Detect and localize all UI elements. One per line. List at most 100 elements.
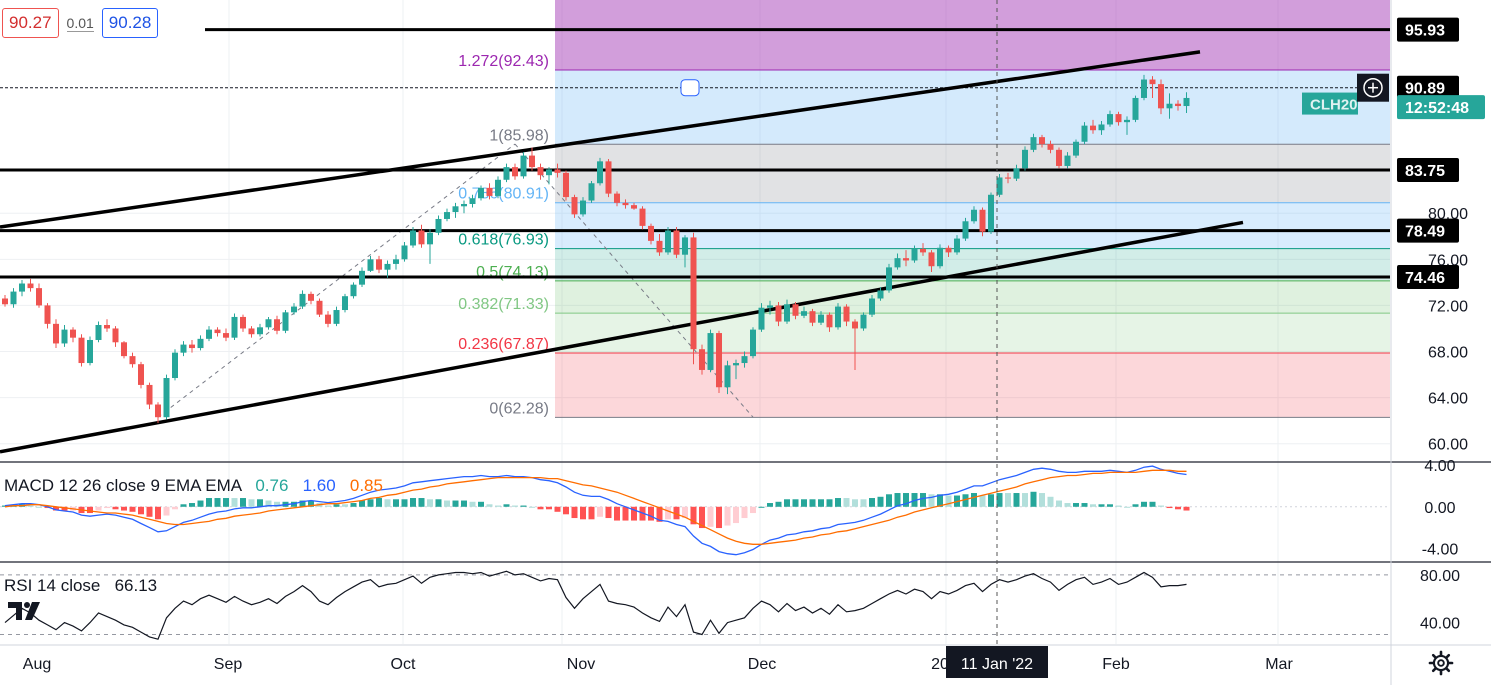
candle-body: [852, 321, 858, 329]
candle-body: [520, 155, 527, 177]
candle-body: [1115, 114, 1122, 123]
candle-body: [758, 307, 765, 330]
candle-body: [240, 316, 246, 329]
macd-histogram-bar: [580, 506, 586, 520]
macd-histogram-bar: [869, 498, 875, 507]
candle-body: [962, 221, 969, 239]
candle-body: [393, 259, 399, 264]
trend-channel[interactable]: [0, 50, 1244, 454]
macd-histogram-bar: [418, 498, 425, 507]
candle-body: [325, 314, 331, 324]
candle-body: [860, 314, 867, 329]
candle-body: [495, 179, 501, 196]
candle-body: [1149, 79, 1156, 85]
macd-histogram-bar: [945, 495, 952, 507]
crosshair-date-badge: [946, 646, 1048, 678]
plus-circle-icon[interactable]: [1363, 77, 1383, 98]
macd-histogram-bar: [376, 498, 382, 507]
candle-body: [1005, 177, 1011, 179]
macd-histogram-bar: [843, 498, 850, 507]
candle-body: [435, 218, 442, 233]
macd-histogram-bar: [308, 500, 314, 507]
candle-body: [180, 344, 187, 353]
candle-body: [1081, 125, 1088, 142]
settings-gear-icon[interactable]: [1428, 650, 1454, 676]
candle-body: [546, 169, 552, 176]
overlay-labels: 95.9390.8590.8912:52:4883.7578.4974.46CL…: [680, 0, 1485, 678]
macd-histogram-bar: [214, 498, 221, 507]
candle-body: [444, 212, 450, 219]
sell-price[interactable]: 90.27: [2, 8, 59, 38]
candle-body: [928, 252, 935, 267]
candlestick-series: [2, 74, 1190, 423]
macd-histogram-bar: [665, 506, 671, 520]
candle-body: [1166, 103, 1173, 109]
fib-zone: [555, 280, 1390, 314]
candle-body: [580, 200, 586, 215]
candle-body: [818, 314, 824, 323]
fib-level-label: 0.382(71.33): [458, 296, 549, 313]
candle-body: [656, 240, 663, 253]
macd-histogram-bar: [1098, 504, 1105, 507]
candle-body: [869, 298, 875, 315]
spread-value: 0.01: [66, 14, 94, 32]
channel-upper-line[interactable]: [0, 50, 1201, 229]
price-tick-label: 64.00: [1428, 391, 1468, 408]
buy-price[interactable]: 90.28: [101, 8, 159, 38]
symbol-tag: [1302, 92, 1358, 115]
candle-body: [478, 187, 484, 199]
candle-body: [163, 378, 170, 418]
candle-body: [843, 306, 850, 322]
price-tick-label: 68.00: [1428, 345, 1468, 362]
candle-body: [44, 305, 51, 324]
candle-body: [1073, 141, 1079, 156]
macd-histogram-bar: [809, 499, 816, 507]
candle-body: [350, 284, 357, 297]
candle-body: [622, 202, 629, 206]
candle-body: [206, 329, 212, 339]
macd-histogram-bar: [707, 506, 714, 527]
channel-lower-line[interactable]: [0, 220, 1244, 454]
candle-body: [427, 232, 433, 245]
candle-body: [1158, 84, 1164, 109]
rsi-legend[interactable]: RSI 14 close 66.13: [4, 576, 157, 596]
candle-body: [27, 283, 34, 289]
macd-histogram-bar: [461, 500, 467, 507]
macd-signal-line: [4, 469, 1187, 545]
candle-body: [469, 198, 476, 204]
candle-body: [95, 325, 102, 340]
candle-body: [138, 364, 144, 385]
rsi-line: [4, 570, 1187, 640]
candle-body: [1124, 119, 1130, 123]
macd-legend[interactable]: MACD 12 26 close 9 EMA EMA 0.76 1.60 0.8…: [4, 476, 383, 496]
tradingview-logo-icon: [8, 602, 40, 620]
line-drag-handle[interactable]: [680, 79, 700, 97]
candle-body: [384, 263, 391, 270]
macd-histogram-bar: [359, 500, 365, 507]
fib-level-label: 0.236(67.87): [458, 336, 549, 353]
candle-body: [265, 319, 272, 328]
macd-tick-label: 0.00: [1424, 500, 1455, 517]
time-tick-label: Aug: [23, 656, 51, 673]
price-tick-label: 60.00: [1428, 437, 1468, 454]
macd-histogram-bar: [605, 506, 612, 519]
candle-body: [903, 258, 909, 261]
macd-histogram-bar: [1107, 504, 1113, 507]
macd-histogram-bar: [1064, 503, 1071, 507]
macd-histogram-bar: [1124, 506, 1130, 508]
candle-body: [512, 167, 518, 177]
macd-histogram-bar: [979, 495, 986, 507]
macd-histogram-bar: [988, 494, 994, 507]
macd-histogram-bar: [597, 506, 603, 517]
macd-histogram-bar: [299, 500, 306, 507]
fibonacci-retracement[interactable]: 1.272(92.43)1(85.98)0.786(80.91)0.618(76…: [157, 0, 1390, 418]
candle-body: [1064, 155, 1071, 166]
candle-body: [597, 161, 603, 184]
macd-histogram-bar: [852, 499, 858, 507]
macd-histogram-bar: [1030, 491, 1037, 507]
macd-histogram-bar: [563, 506, 569, 515]
price-badge: [1397, 157, 1459, 182]
macd-histogram-bar: [1022, 493, 1028, 507]
